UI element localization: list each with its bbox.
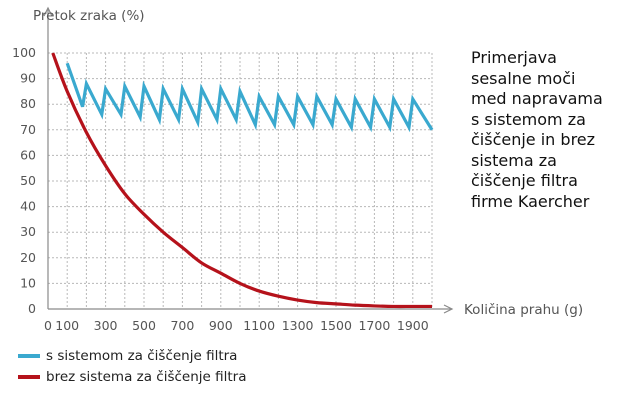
x-tick-label: 900 bbox=[209, 318, 233, 333]
x-tick-label: 700 bbox=[170, 318, 194, 333]
legend-label: s sistemom za čiščenje filtra bbox=[46, 347, 238, 364]
y-tick-label: 70 bbox=[20, 122, 36, 137]
x-axis-title: Količina prahu (g) bbox=[464, 302, 583, 318]
legend-item-without-cleaning: brez sistema za čiščenje filtra bbox=[18, 367, 247, 386]
legend-swatch-blue bbox=[18, 353, 40, 358]
grid bbox=[48, 52, 433, 309]
x-tick-label: 1900 bbox=[397, 318, 429, 333]
chart-annotation: Primerjava sesalne moči med napravama s … bbox=[471, 48, 603, 211]
y-tick-label: 100 bbox=[12, 45, 36, 60]
y-tick-label: 10 bbox=[20, 275, 36, 290]
y-tick-label: 20 bbox=[20, 250, 36, 265]
x-tick-label: 100 bbox=[55, 318, 79, 333]
y-axis-arrow bbox=[43, 6, 53, 17]
x-tick-label: 1300 bbox=[282, 318, 314, 333]
y-tick-label: 60 bbox=[20, 147, 36, 162]
series-with-cleaning-line bbox=[65, 62, 434, 133]
y-tick-label: 80 bbox=[20, 96, 36, 111]
x-tick-label: 0 bbox=[44, 318, 52, 333]
x-tick-label: 1700 bbox=[358, 318, 390, 333]
x-tick-label: 500 bbox=[132, 318, 156, 333]
x-tick-label: 1100 bbox=[243, 318, 275, 333]
y-tick-label: 0 bbox=[28, 301, 36, 316]
series-without-cleaning-line bbox=[51, 52, 432, 309]
legend-swatch-red bbox=[18, 374, 40, 379]
y-tick-label: 90 bbox=[20, 71, 36, 86]
legend-label: brez sistema za čiščenje filtra bbox=[46, 368, 247, 385]
legend-item-with-cleaning: s sistemom za čiščenje filtra bbox=[18, 346, 247, 365]
x-axis-arrow bbox=[443, 304, 454, 314]
y-axis-title: Pretok zraka (%) bbox=[33, 8, 145, 24]
y-tick-label: 50 bbox=[20, 173, 36, 188]
y-tick-label: 40 bbox=[20, 199, 36, 214]
x-tick-label: 1500 bbox=[320, 318, 352, 333]
legend: s sistemom za čiščenje filtra brez siste… bbox=[18, 346, 247, 388]
x-tick-label: 300 bbox=[94, 318, 118, 333]
y-tick-label: 30 bbox=[20, 224, 36, 239]
series-layer bbox=[51, 52, 434, 309]
